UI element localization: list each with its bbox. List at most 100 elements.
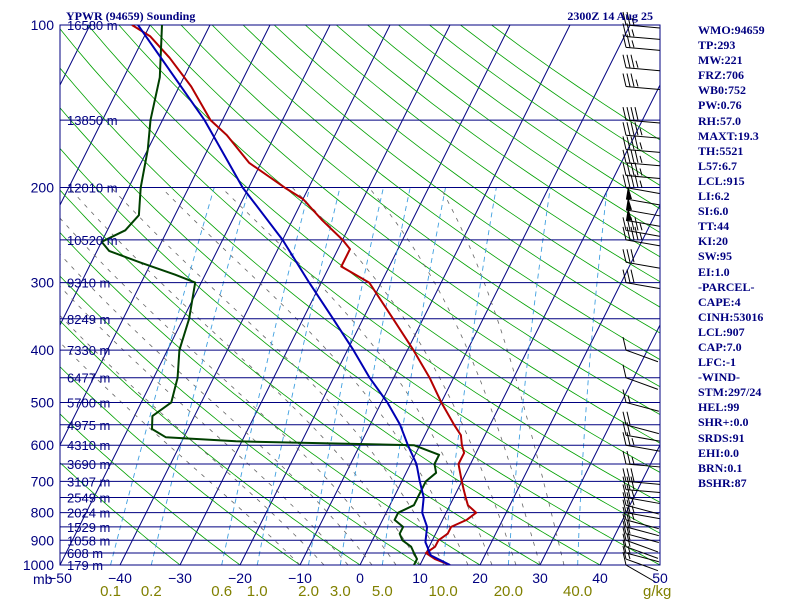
wind-barb-staff bbox=[625, 539, 659, 553]
wind-barb-staff bbox=[625, 519, 659, 530]
wind-barb bbox=[622, 468, 660, 485]
height-label: 2549 m bbox=[67, 491, 110, 506]
wind-barb bbox=[622, 73, 660, 90]
wind-barb-full bbox=[622, 249, 627, 263]
isotherm-line bbox=[60, 25, 331, 565]
wind-barb-full bbox=[622, 506, 627, 520]
isotherm-line bbox=[479, 203, 660, 565]
temperature-tick-label: −40 bbox=[108, 570, 132, 586]
wind-barb bbox=[622, 527, 659, 553]
wind-barb-full bbox=[622, 527, 627, 541]
height-label: 9310 m bbox=[67, 276, 110, 291]
dry-adiabat bbox=[60, 320, 361, 565]
wind-barb-half bbox=[635, 79, 639, 87]
height-label: 6477 m bbox=[67, 371, 110, 386]
mixing-ratio-label: 0.1 bbox=[100, 583, 121, 600]
wind-barb bbox=[622, 174, 660, 194]
wind-barb-full bbox=[626, 73, 631, 87]
height-label: 2024 m bbox=[67, 506, 110, 521]
height-label: 3690 m bbox=[67, 457, 110, 472]
wind-barb-full bbox=[622, 34, 627, 48]
wind-barb-full bbox=[622, 269, 627, 283]
isotherm-line bbox=[359, 25, 631, 565]
moist-adiabat bbox=[68, 187, 421, 565]
wind-barb-full bbox=[622, 73, 627, 87]
index-item: -WIND- bbox=[698, 370, 740, 385]
wind-barb-staff bbox=[625, 162, 660, 167]
index-item: L57:6.7 bbox=[698, 158, 737, 173]
pressure-tick-label: 400 bbox=[31, 342, 55, 358]
wind-barb-staff bbox=[625, 209, 660, 217]
height-label: 10520 m bbox=[67, 233, 118, 248]
wind-barb-half bbox=[639, 142, 643, 150]
wind-barb-half bbox=[631, 456, 635, 465]
index-item: LFC:-1 bbox=[698, 355, 736, 370]
wind-barb-full bbox=[622, 432, 627, 446]
profiles bbox=[100, 25, 478, 565]
height-label: 179 m bbox=[67, 558, 103, 573]
wind-barb-half bbox=[639, 168, 643, 176]
wind-barb-full bbox=[622, 545, 627, 560]
wind-barb bbox=[622, 54, 660, 72]
wind-barb-staff bbox=[625, 198, 660, 206]
wind-barb-staff bbox=[625, 282, 660, 290]
wind-barb-staff bbox=[625, 86, 660, 90]
wind-barb-full bbox=[622, 520, 627, 534]
isotherm-line bbox=[599, 443, 660, 565]
wind-barb-full bbox=[630, 149, 635, 163]
moist-adiabat bbox=[60, 217, 397, 565]
wind-barb-staff bbox=[625, 175, 660, 179]
wind-barb-half bbox=[631, 29, 635, 37]
wind-barbs bbox=[622, 11, 660, 583]
temperature-tick-label: 10 bbox=[412, 570, 428, 586]
height-label: 12010 m bbox=[67, 181, 118, 196]
wind-barb-full bbox=[626, 226, 631, 241]
wind-barb-staff bbox=[625, 512, 660, 520]
wind-barb-staff bbox=[625, 444, 660, 452]
wind-barb-full bbox=[626, 422, 631, 436]
wind-barb-full bbox=[622, 11, 627, 26]
wind-barb-full bbox=[626, 136, 631, 150]
wind-barb-full bbox=[626, 432, 631, 446]
wind-barb bbox=[622, 533, 659, 559]
wind-barb-full bbox=[634, 136, 639, 150]
parcel-line bbox=[137, 25, 451, 565]
wind-barb-full bbox=[630, 73, 635, 87]
isotherm-line bbox=[119, 25, 391, 565]
height-label: 13850 m bbox=[67, 113, 118, 128]
temperature-tick-label: 0 bbox=[356, 570, 364, 586]
temperature-tick-label: −20 bbox=[228, 570, 252, 586]
wind-barb-staff bbox=[625, 497, 660, 504]
height-label: 4975 m bbox=[67, 418, 110, 433]
wind-barb-staff bbox=[625, 463, 660, 468]
index-item: SRDS:91 bbox=[698, 430, 745, 445]
wind-barb-full bbox=[634, 162, 639, 176]
wind-barb bbox=[622, 136, 660, 153]
wind-barb-full bbox=[622, 54, 627, 68]
mixing-ratio-label: 0.2 bbox=[141, 583, 162, 600]
pressure-tick-label: 1000 bbox=[23, 557, 54, 573]
index-item: HEL:99 bbox=[698, 400, 740, 415]
mixing-ratio-label: 0.6 bbox=[211, 583, 232, 600]
index-item: LCL:907 bbox=[698, 324, 745, 339]
index-item: SW:95 bbox=[698, 249, 733, 264]
wind-barb-full bbox=[626, 476, 631, 490]
wind-barb-staff bbox=[625, 134, 660, 139]
wind-barb-pennant bbox=[626, 185, 632, 199]
wind-barb bbox=[622, 411, 659, 435]
mixing-ratio-line bbox=[221, 187, 311, 565]
isotherm-line bbox=[0, 25, 30, 565]
isotherm-line bbox=[179, 25, 451, 565]
mixing-ratio-label: 2.0 bbox=[298, 583, 319, 600]
wind-barb-full bbox=[630, 106, 635, 121]
wind-barb-full bbox=[622, 450, 627, 465]
pressure-tick-label: 600 bbox=[31, 437, 55, 453]
wind-barb-full bbox=[622, 364, 627, 378]
wind-barb-staff bbox=[625, 504, 659, 515]
wind-barb-half bbox=[631, 438, 635, 446]
mixing-ratio-label: 1.0 bbox=[247, 583, 268, 600]
pressure-tick-label: 900 bbox=[31, 532, 55, 548]
wind-barb-staff bbox=[625, 239, 660, 247]
index-item: STM:297/24 bbox=[698, 385, 762, 400]
